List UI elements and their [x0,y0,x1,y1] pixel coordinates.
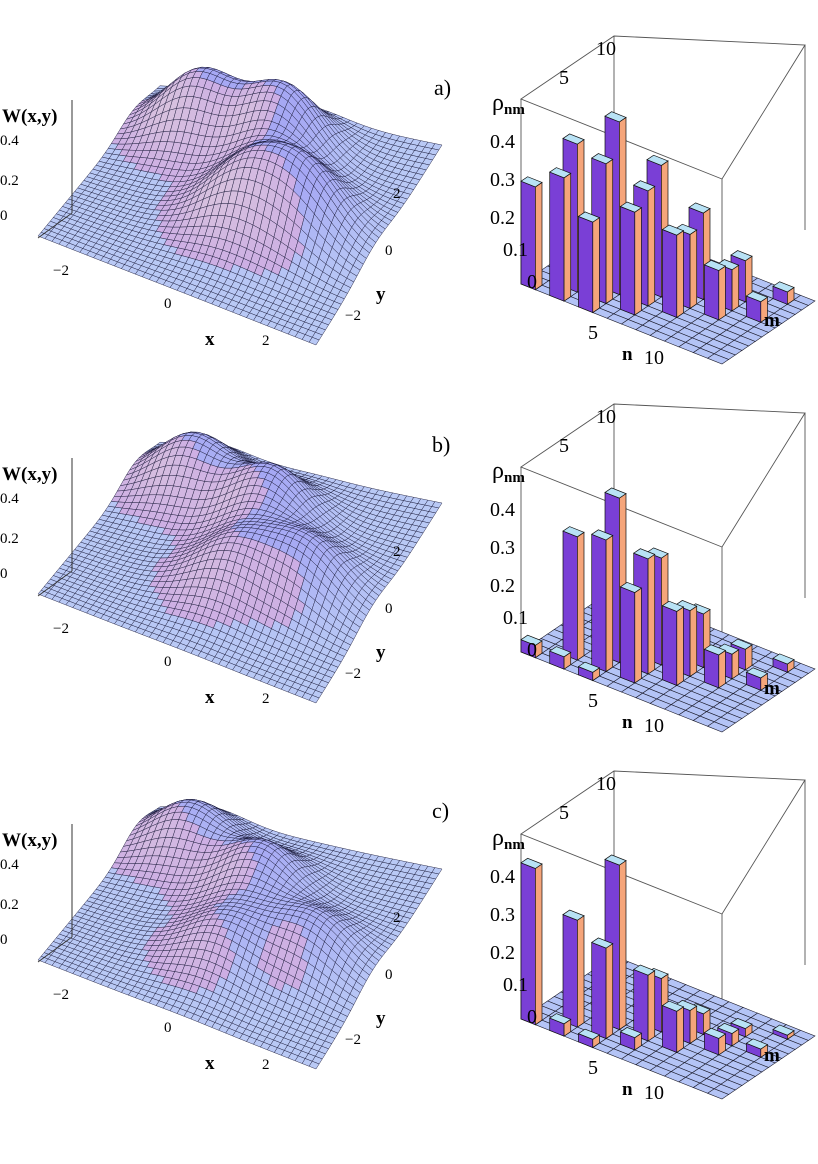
y-tick-label: 0 [385,967,393,983]
y-axis-label: y [376,642,386,663]
surface-mesh [37,66,443,346]
x-tick-label: −2 [53,263,69,279]
panel-label-b: b) [432,432,450,457]
z-axis-label: W(x,y) [2,464,57,485]
wigner-surface-b: W(x,y) 0.4 0.2 0 −2 0 2 x 2 0 −2 y [0,431,443,708]
x-tick-label: 2 [262,333,270,349]
z-tick-label: 0.4 [0,491,19,507]
x-tick-label: 2 [262,1057,270,1073]
y-tick-label: −2 [345,308,361,324]
y-axis-label: y [376,1008,386,1029]
z-tick-label: 0.4 [0,857,19,873]
z-tick-label: 0 [0,932,8,948]
x-tick-label: 0 [164,654,172,670]
y-tick-label: −2 [345,1032,361,1048]
z-axis-label: W(x,y) [2,830,57,851]
wigner-surface-c: W(x,y) 0.4 0.2 0 −2 0 2 x 2 0 −2 y [0,799,443,1074]
z-tick-label: 0 [0,566,8,582]
y-axis-label: y [376,284,386,305]
y-tick-label: 0 [385,601,393,617]
x-axis-label: x [205,329,215,350]
z-tick-label: 0.2 [0,173,19,189]
y-tick-label: −2 [345,666,361,682]
x-tick-label: 2 [262,691,270,707]
x-tick-label: 0 [164,1020,172,1036]
x-tick-label: −2 [53,621,69,637]
z-tick-label: 0.2 [0,531,19,547]
z-tick-label: 0 [0,208,8,224]
x-tick-label: −2 [53,987,69,1003]
z-tick-label: 0.4 [0,133,19,149]
y-tick-label: 0 [385,243,393,259]
wigner-surface-a: W(x,y) 0.4 0.2 0 −2 0 2 x 2 0 −2 y [0,66,443,350]
z-tick-label: 0.2 [0,897,19,913]
z-axis-label: W(x,y) [2,106,57,127]
x-axis-label: x [205,1053,215,1074]
y-tick-label: 2 [393,544,401,560]
panel-label-c: c) [432,798,449,823]
x-axis-label: x [205,687,215,708]
y-tick-label: 2 [393,910,401,926]
x-tick-label: 0 [164,296,172,312]
panel-label-a: a) [434,75,451,100]
y-tick-label: 2 [393,186,401,202]
